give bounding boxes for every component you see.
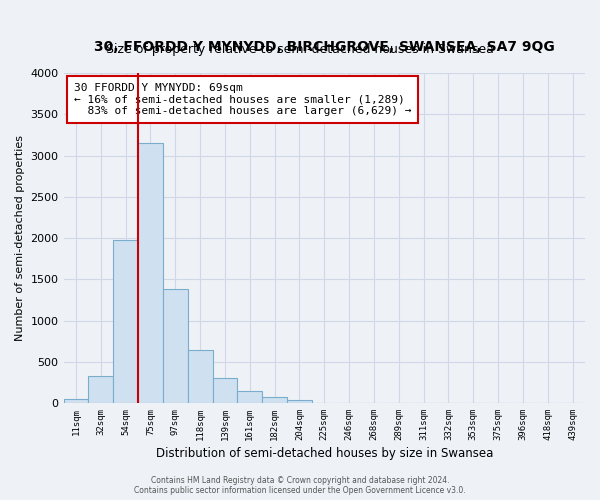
Bar — [262, 397, 287, 403]
Bar — [212, 378, 238, 403]
Bar — [188, 350, 212, 403]
Text: Contains HM Land Registry data © Crown copyright and database right 2024.
Contai: Contains HM Land Registry data © Crown c… — [134, 476, 466, 495]
Text: 30 FFORDD Y MYNYDD: 69sqm
← 16% of semi-detached houses are smaller (1,289)
  83: 30 FFORDD Y MYNYDD: 69sqm ← 16% of semi-… — [74, 83, 412, 116]
Bar — [287, 400, 312, 403]
Text: Size of property relative to semi-detached houses in Swansea: Size of property relative to semi-detach… — [106, 42, 494, 56]
Bar — [113, 240, 138, 403]
Title: 30, FFORDD Y MYNYDD, BIRCHGROVE, SWANSEA, SA7 9QG: 30, FFORDD Y MYNYDD, BIRCHGROVE, SWANSEA… — [94, 40, 554, 54]
Y-axis label: Number of semi-detached properties: Number of semi-detached properties — [15, 135, 25, 341]
Bar — [88, 376, 113, 403]
Bar — [163, 289, 188, 403]
Bar — [64, 399, 88, 403]
X-axis label: Distribution of semi-detached houses by size in Swansea: Distribution of semi-detached houses by … — [155, 447, 493, 460]
Bar — [238, 392, 262, 403]
Bar — [138, 144, 163, 403]
